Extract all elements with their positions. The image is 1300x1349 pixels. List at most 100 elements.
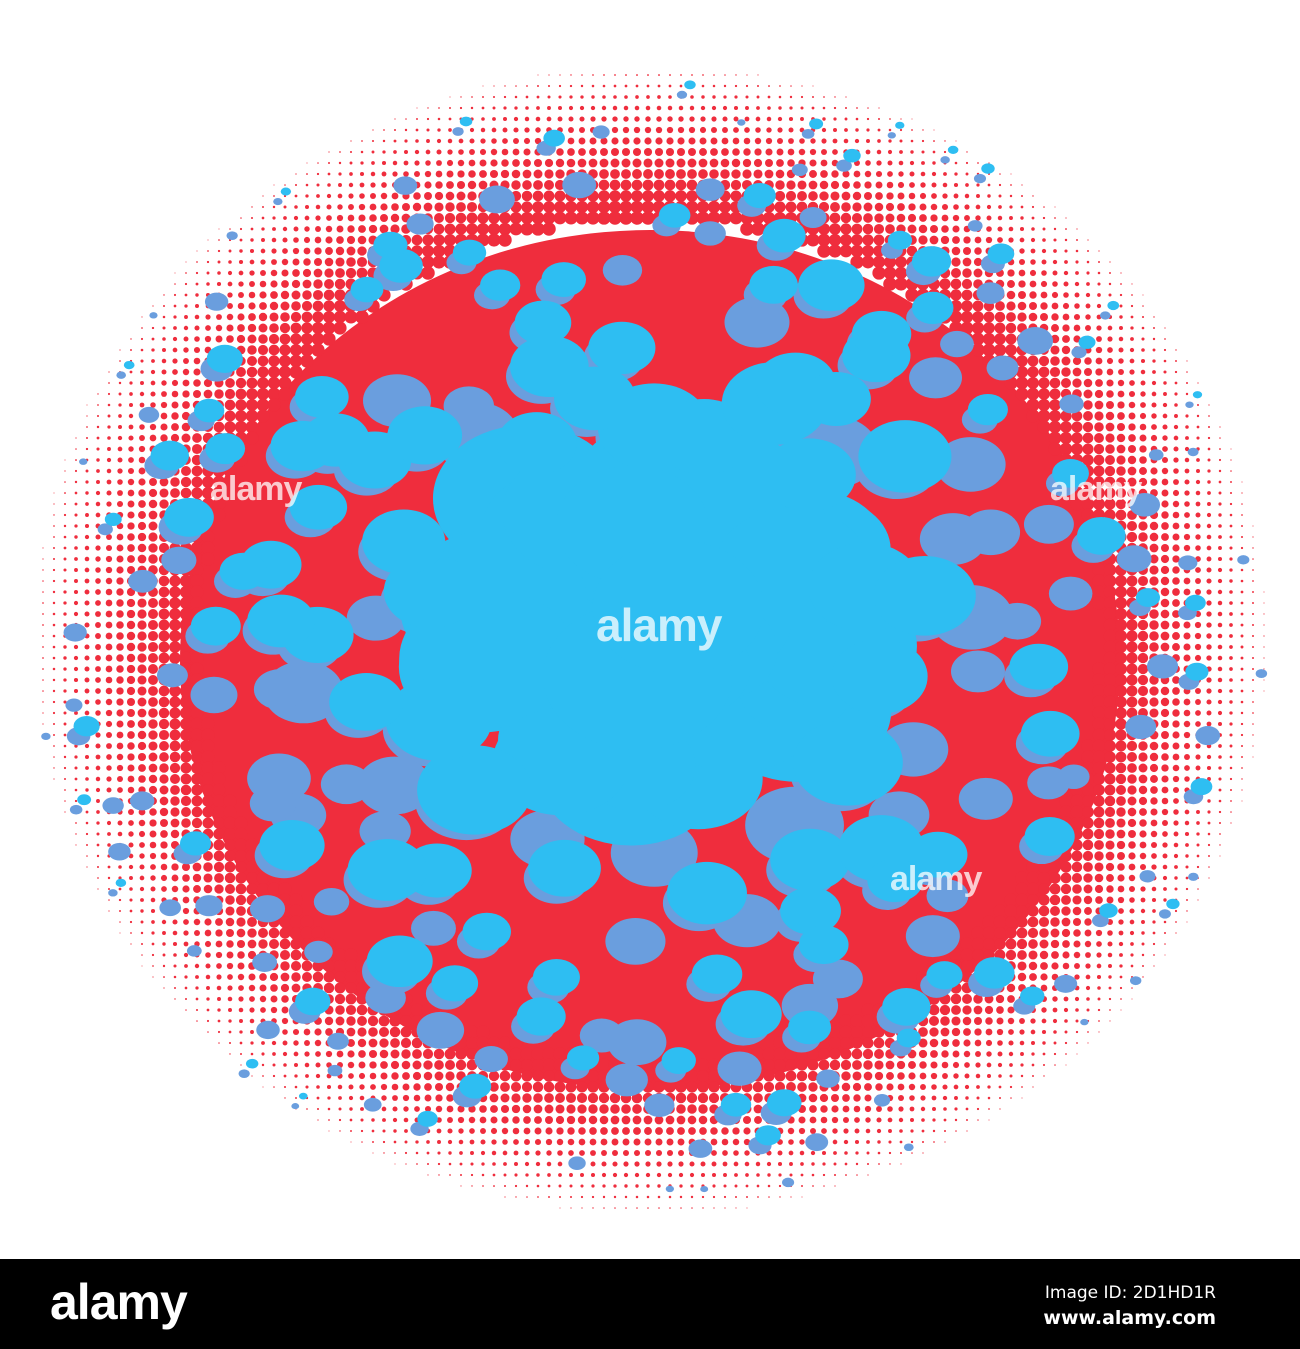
- halftone-dot: [897, 203, 905, 211]
- halftone-dot: [861, 255, 875, 269]
- halftone-dot: [1103, 585, 1117, 599]
- halftone-dot: [940, 1016, 950, 1026]
- halftone-dot: [469, 1128, 475, 1134]
- halftone-dot: [202, 817, 214, 829]
- halftone-dot: [522, 169, 532, 179]
- halftone-dot: [1160, 620, 1170, 630]
- halftone-dot: [106, 468, 112, 474]
- halftone-dot: [1050, 356, 1060, 366]
- halftone-dot: [1103, 629, 1117, 643]
- halftone-dot: [588, 1115, 598, 1125]
- halftone-dot: [724, 74, 726, 76]
- halftone-dot: [1195, 710, 1201, 716]
- halftone-dot: [710, 1138, 718, 1146]
- halftone-dot: [400, 1026, 412, 1038]
- shadow-blob: [976, 282, 1005, 304]
- halftone-dot: [1174, 909, 1178, 913]
- halftone-dot: [95, 677, 101, 683]
- halftone-dot: [634, 116, 640, 122]
- halftone-dot: [346, 1027, 356, 1037]
- halftone-dot: [491, 138, 497, 144]
- halftone-dot: [951, 1016, 961, 1026]
- halftone-dot: [1041, 1018, 1047, 1024]
- halftone-dot: [357, 1038, 367, 1048]
- halftone-dot: [139, 864, 145, 870]
- halftone-dot: [1240, 689, 1244, 693]
- halftone-dot: [812, 85, 814, 87]
- halftone-dot: [1174, 370, 1178, 374]
- halftone-dot: [898, 1117, 904, 1123]
- halftone-dot: [723, 1173, 727, 1177]
- halftone-dot: [1062, 951, 1070, 959]
- halftone-dot: [647, 74, 649, 76]
- halftone-dot: [610, 147, 620, 157]
- halftone-dot: [282, 1051, 288, 1057]
- halftone-dot: [1082, 817, 1094, 829]
- halftone-dot: [1062, 962, 1070, 970]
- halftone-dot: [201, 772, 215, 786]
- halftone-dot: [213, 861, 225, 873]
- halftone-dot: [360, 1118, 364, 1122]
- halftone-dot: [1138, 785, 1148, 795]
- halftone-dot: [1021, 184, 1023, 186]
- halftone-dot: [1129, 369, 1135, 375]
- halftone-dot: [566, 158, 576, 168]
- halftone-dot: [1104, 476, 1116, 488]
- halftone-dot: [75, 833, 77, 835]
- blue-blob: [1192, 391, 1203, 399]
- halftone-dot: [1094, 862, 1104, 872]
- halftone-dot: [85, 502, 89, 506]
- halftone-dot: [756, 1184, 760, 1188]
- halftone-dot: [479, 1116, 487, 1124]
- shadow-blob: [406, 213, 434, 235]
- halftone-dot: [492, 1173, 496, 1177]
- halftone-dot: [150, 380, 156, 386]
- halftone-dot: [392, 1095, 398, 1101]
- shadow-blob: [108, 889, 118, 897]
- halftone-dot: [247, 345, 257, 355]
- halftone-dot: [952, 214, 960, 222]
- halftone-dot: [1151, 391, 1157, 397]
- halftone-dot: [212, 497, 226, 511]
- halftone-dot: [138, 511, 146, 519]
- blue-blob: [1166, 898, 1180, 910]
- halftone-dot: [929, 1027, 939, 1037]
- halftone-dot: [171, 379, 179, 387]
- halftone-dot: [422, 234, 434, 246]
- site-url: www.alamy.com: [1043, 1307, 1216, 1329]
- halftone-dot: [381, 160, 387, 166]
- halftone-dot: [975, 1051, 981, 1057]
- halftone-dot: [1219, 833, 1221, 835]
- halftone-dot: [1028, 301, 1038, 311]
- halftone-dot: [448, 117, 452, 121]
- shadow-blob: [801, 129, 815, 139]
- halftone-dot: [707, 200, 721, 214]
- halftone-dot: [1219, 448, 1221, 450]
- halftone-dot: [698, 169, 708, 179]
- halftone-dot: [172, 930, 178, 936]
- halftone-dot: [1092, 563, 1106, 577]
- halftone-dot: [356, 1004, 368, 1016]
- halftone-dot: [953, 1084, 959, 1090]
- halftone-dot: [334, 278, 346, 290]
- halftone-dot: [217, 249, 221, 253]
- halftone-dot: [941, 214, 949, 222]
- halftone-dot: [304, 204, 310, 210]
- halftone-dot: [853, 1094, 861, 1102]
- halftone-dot: [433, 223, 445, 235]
- halftone-dot: [873, 1037, 885, 1049]
- halftone-dot: [42, 712, 44, 714]
- halftone-dot: [898, 1106, 904, 1112]
- halftone-dot: [305, 1085, 309, 1089]
- shadow-blob: [782, 1177, 795, 1188]
- halftone-dot: [942, 1095, 948, 1101]
- halftone-dot: [106, 534, 112, 540]
- halftone-dot: [1252, 723, 1254, 725]
- halftone-dot: [161, 886, 167, 892]
- halftone-dot: [349, 161, 353, 165]
- halftone-dot: [711, 105, 717, 111]
- halftone-dot: [437, 1140, 441, 1144]
- halftone-dot: [1218, 766, 1222, 770]
- halftone-dot: [523, 148, 531, 156]
- blue-blob: [566, 1045, 600, 1071]
